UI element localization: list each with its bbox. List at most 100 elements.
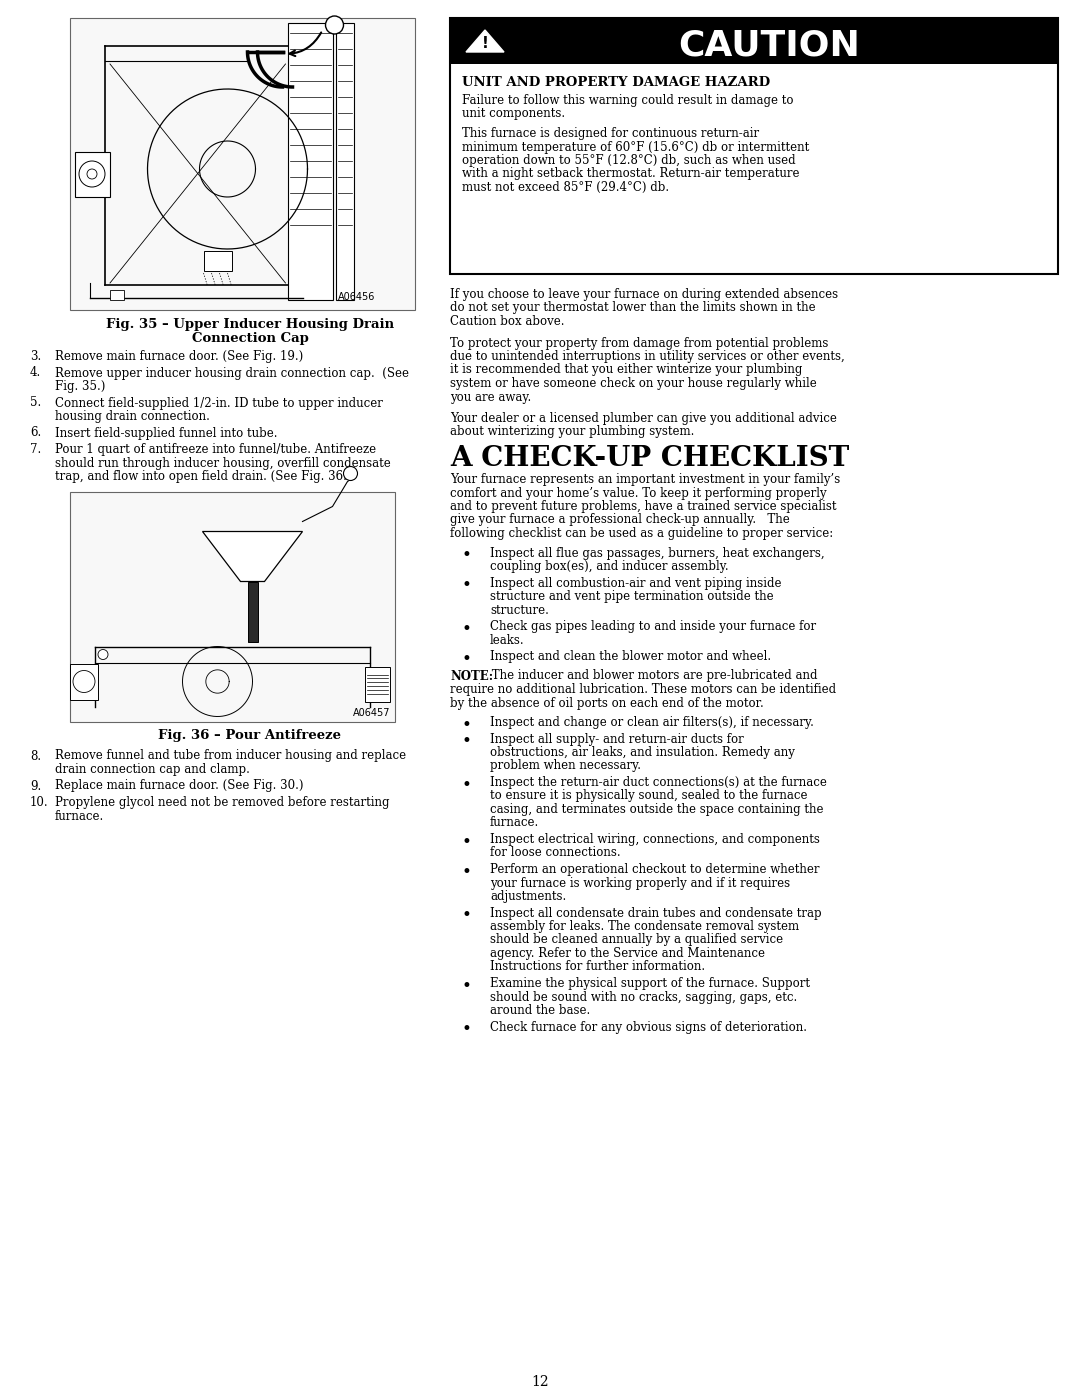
Text: 10.: 10. xyxy=(30,796,49,809)
Text: comfort and your home’s value. To keep it performing properly: comfort and your home’s value. To keep i… xyxy=(450,486,826,500)
Circle shape xyxy=(325,15,343,34)
Text: NOTE:: NOTE: xyxy=(450,669,494,683)
Text: agency. Refer to the Service and Maintenance: agency. Refer to the Service and Mainten… xyxy=(490,947,765,960)
Text: Remove funnel and tube from inducer housing and replace: Remove funnel and tube from inducer hous… xyxy=(55,750,406,763)
Text: 8.: 8. xyxy=(30,750,41,763)
Text: by the absence of oil ports on each end of the motor.: by the absence of oil ports on each end … xyxy=(450,697,764,710)
Bar xyxy=(110,291,124,300)
Text: Check gas pipes leading to and inside your furnace for: Check gas pipes leading to and inside yo… xyxy=(490,620,816,633)
Bar xyxy=(75,152,110,197)
Text: with a night setback thermostat. Return-air temperature: with a night setback thermostat. Return-… xyxy=(462,168,799,180)
Text: If you choose to leave your furnace on during extended absences: If you choose to leave your furnace on d… xyxy=(450,288,838,300)
Text: Check furnace for any obvious signs of deterioration.: Check furnace for any obvious signs of d… xyxy=(490,1020,807,1034)
Text: Failure to follow this warning could result in damage to: Failure to follow this warning could res… xyxy=(462,94,794,108)
Text: unit components.: unit components. xyxy=(462,108,565,120)
Text: •: • xyxy=(461,717,471,733)
Text: Fig. 35.): Fig. 35.) xyxy=(55,380,106,393)
Text: Connect field-supplied 1/2-in. ID tube to upper inducer: Connect field-supplied 1/2-in. ID tube t… xyxy=(55,397,383,409)
Text: trap, and flow into open field drain. (See Fig. 36.): trap, and flow into open field drain. (S… xyxy=(55,469,351,483)
Text: 5.: 5. xyxy=(30,397,41,409)
Text: to ensure it is physically sound, sealed to the furnace: to ensure it is physically sound, sealed… xyxy=(490,789,808,802)
Text: •: • xyxy=(461,651,471,668)
Bar xyxy=(365,666,390,701)
Text: Perform an operational checkout to determine whether: Perform an operational checkout to deter… xyxy=(490,863,820,876)
Text: coupling box(es), and inducer assembly.: coupling box(es), and inducer assembly. xyxy=(490,560,729,573)
Polygon shape xyxy=(203,531,302,581)
Text: Your dealer or a licensed plumber can give you additional advice: Your dealer or a licensed plumber can gi… xyxy=(450,412,837,425)
Text: structure.: structure. xyxy=(490,604,549,616)
Text: Caution box above.: Caution box above. xyxy=(450,314,565,328)
Text: The inducer and blower motors are pre-lubricated and: The inducer and blower motors are pre-lu… xyxy=(488,669,818,683)
Circle shape xyxy=(98,650,108,659)
Text: Remove main furnace door. (See Fig. 19.): Remove main furnace door. (See Fig. 19.) xyxy=(55,351,303,363)
Text: 6.: 6. xyxy=(30,426,41,440)
Text: •: • xyxy=(461,863,471,882)
Text: •: • xyxy=(461,978,471,995)
Bar xyxy=(450,18,1058,274)
Text: !: ! xyxy=(482,36,488,52)
Text: Inspect all condensate drain tubes and condensate trap: Inspect all condensate drain tubes and c… xyxy=(490,907,822,919)
Text: •: • xyxy=(461,834,471,851)
Text: about winterizing your plumbing system.: about winterizing your plumbing system. xyxy=(450,426,694,439)
Text: assembly for leaks. The condensate removal system: assembly for leaks. The condensate remov… xyxy=(490,921,799,933)
Bar xyxy=(70,18,415,310)
Text: Your furnace represents an important investment in your family’s: Your furnace represents an important inv… xyxy=(450,474,840,486)
Text: Insert field-supplied funnel into tube.: Insert field-supplied funnel into tube. xyxy=(55,426,278,440)
Text: require no additional lubrication. These motors can be identified: require no additional lubrication. These… xyxy=(450,683,836,696)
Text: structure and vent pipe termination outside the: structure and vent pipe termination outs… xyxy=(490,590,773,604)
Bar xyxy=(450,18,1058,64)
Text: furnace.: furnace. xyxy=(490,816,539,830)
Text: A06457: A06457 xyxy=(352,708,390,718)
Text: your furnace is working properly and if it requires: your furnace is working properly and if … xyxy=(490,876,791,890)
Text: furnace.: furnace. xyxy=(55,809,105,823)
Bar xyxy=(336,22,353,300)
Text: A06456: A06456 xyxy=(337,292,375,302)
Circle shape xyxy=(73,671,95,693)
Text: Inspect all supply- and return-air ducts for: Inspect all supply- and return-air ducts… xyxy=(490,732,744,746)
Text: 3.: 3. xyxy=(30,351,41,363)
Text: must not exceed 85°F (29.4°C) db.: must not exceed 85°F (29.4°C) db. xyxy=(462,182,670,194)
Text: give your furnace a professional check-up annually.   The: give your furnace a professional check-u… xyxy=(450,514,789,527)
Text: housing drain connection.: housing drain connection. xyxy=(55,409,210,423)
Text: Inspect and change or clean air filters(s), if necessary.: Inspect and change or clean air filters(… xyxy=(490,717,814,729)
Text: should run through inducer housing, overfill condensate: should run through inducer housing, over… xyxy=(55,457,391,469)
Text: following checklist can be used as a guideline to proper service:: following checklist can be used as a gui… xyxy=(450,527,834,541)
Text: Propylene glycol need not be removed before restarting: Propylene glycol need not be removed bef… xyxy=(55,796,390,809)
Text: system or have someone check on your house regularly while: system or have someone check on your hou… xyxy=(450,377,816,390)
Circle shape xyxy=(79,161,105,187)
Polygon shape xyxy=(465,29,504,52)
Text: Fig. 35 – Upper Inducer Housing Drain: Fig. 35 – Upper Inducer Housing Drain xyxy=(106,319,394,331)
Polygon shape xyxy=(247,581,257,641)
Text: should be sound with no cracks, sagging, gaps, etc.: should be sound with no cracks, sagging,… xyxy=(490,990,797,1003)
Text: around the base.: around the base. xyxy=(490,1004,591,1017)
Text: •: • xyxy=(461,908,471,925)
Circle shape xyxy=(87,169,97,179)
Text: •: • xyxy=(461,577,471,595)
Text: due to unintended interruptions in utility services or other events,: due to unintended interruptions in utili… xyxy=(450,351,845,363)
Text: •: • xyxy=(461,777,471,793)
Text: Pour 1 quart of antifreeze into funnel/tube. Antifreeze: Pour 1 quart of antifreeze into funnel/t… xyxy=(55,443,376,455)
Text: obstructions, air leaks, and insulation. Remedy any: obstructions, air leaks, and insulation.… xyxy=(490,746,795,759)
Text: minimum temperature of 60°F (15.6°C) db or intermittent: minimum temperature of 60°F (15.6°C) db … xyxy=(462,141,809,154)
Text: To protect your property from damage from potential problems: To protect your property from damage fro… xyxy=(450,337,828,349)
Text: for loose connections.: for loose connections. xyxy=(490,847,621,859)
Circle shape xyxy=(343,467,357,481)
Text: Inspect electrical wiring, connections, and components: Inspect electrical wiring, connections, … xyxy=(490,833,820,847)
Text: •: • xyxy=(461,1021,471,1038)
Text: problem when necessary.: problem when necessary. xyxy=(490,760,642,773)
Text: 9.: 9. xyxy=(30,780,41,792)
Text: A CHECK-UP CHECKLIST: A CHECK-UP CHECKLIST xyxy=(450,446,849,472)
Text: This furnace is designed for continuous return-air: This furnace is designed for continuous … xyxy=(462,127,759,140)
Text: Inspect all combustion-air and vent piping inside: Inspect all combustion-air and vent pipi… xyxy=(490,577,782,590)
Text: Replace main furnace door. (See Fig. 30.): Replace main furnace door. (See Fig. 30.… xyxy=(55,780,303,792)
Text: drain connection cap and clamp.: drain connection cap and clamp. xyxy=(55,763,249,775)
Text: 12: 12 xyxy=(531,1375,549,1389)
Text: Inspect the return-air duct connections(s) at the furnace: Inspect the return-air duct connections(… xyxy=(490,775,827,789)
Text: 4.: 4. xyxy=(30,366,41,380)
Text: Remove upper inducer housing drain connection cap.  (See: Remove upper inducer housing drain conne… xyxy=(55,366,409,380)
Text: it is recommended that you either winterize your plumbing: it is recommended that you either winter… xyxy=(450,363,802,377)
Text: adjustments.: adjustments. xyxy=(490,890,566,902)
Bar xyxy=(70,492,395,721)
Text: Inspect all flue gas passages, burners, heat exchangers,: Inspect all flue gas passages, burners, … xyxy=(490,546,825,560)
Bar xyxy=(70,664,98,700)
